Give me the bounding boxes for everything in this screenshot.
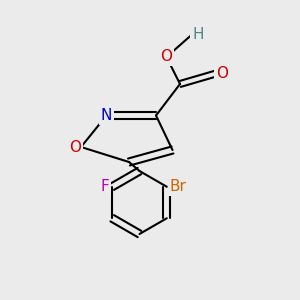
Text: O: O bbox=[160, 50, 172, 64]
Text: F: F bbox=[100, 179, 109, 194]
Text: N: N bbox=[101, 108, 112, 123]
Text: Br: Br bbox=[170, 179, 187, 194]
Text: O: O bbox=[216, 66, 228, 81]
Text: H: H bbox=[192, 27, 203, 42]
Text: O: O bbox=[69, 140, 81, 154]
